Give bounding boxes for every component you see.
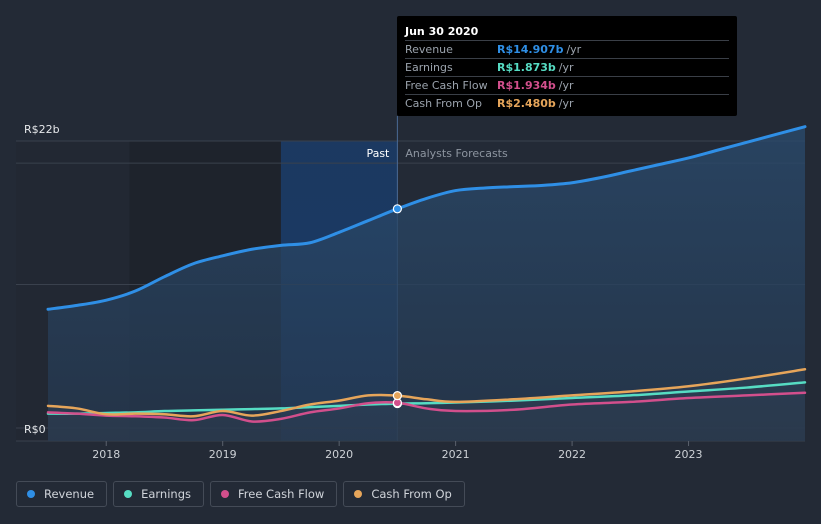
tooltip-row-earnings: Earnings R$1.873b /yr xyxy=(405,58,729,76)
tooltip-unit: /yr xyxy=(558,97,574,110)
y-axis-bottom-label: R$0 xyxy=(24,423,46,436)
tooltip-label: Earnings xyxy=(405,61,453,74)
free-cash-flow-dot-icon xyxy=(221,490,229,498)
legend-label: Free Cash Flow xyxy=(238,487,325,501)
tooltip-unit: /yr xyxy=(566,43,582,56)
cash-from-op-dot-icon xyxy=(354,490,363,498)
tooltip-label: Cash From Op xyxy=(405,97,483,110)
legend-label: Cash From Op xyxy=(371,487,452,501)
tooltip-row-free-cash-flow: Free Cash Flow R$1.934b /yr xyxy=(405,76,729,94)
tooltip-label: Free Cash Flow xyxy=(405,79,488,92)
legend-item-earnings[interactable]: Earnings xyxy=(113,481,204,507)
legend-item-cash-from-op[interactable]: Cash From Op xyxy=(343,481,465,507)
tooltip-date: Jun 30 2020 xyxy=(405,25,479,38)
revenue-dot-icon xyxy=(27,490,35,498)
legend: Revenue Earnings Free Cash Flow Cash Fro… xyxy=(16,481,465,507)
y-axis-top-label: R$22b xyxy=(24,123,60,136)
earnings-line xyxy=(46,381,807,415)
x-tick-label: 2021 xyxy=(442,448,470,461)
legend-label: Earnings xyxy=(141,487,191,501)
earnings-dot-icon xyxy=(124,490,133,498)
tooltip-value: R$1.873b xyxy=(497,61,556,74)
x-tick-label: 2023 xyxy=(675,448,703,461)
legend-item-revenue[interactable]: Revenue xyxy=(16,481,108,507)
x-tick-label: 2018 xyxy=(92,448,120,461)
tooltip-value: R$14.907b xyxy=(497,43,564,56)
x-tick-label: 2022 xyxy=(558,448,586,461)
tooltip-unit: /yr xyxy=(558,61,574,74)
cash-from-op-marker xyxy=(392,391,402,401)
free-cash-flow-line xyxy=(46,391,807,423)
cash-from-op-line xyxy=(46,368,807,418)
tooltip-unit: /yr xyxy=(558,79,574,92)
forecast-label: Analysts Forecasts xyxy=(405,147,508,160)
legend-label: Revenue xyxy=(44,487,95,501)
tooltip-row-cash-from-op: Cash From Op R$2.480b /yr xyxy=(405,94,729,112)
tooltip-value: R$1.934b xyxy=(497,79,556,92)
tooltip-label: Revenue xyxy=(405,43,453,56)
tooltip-value: R$2.480b xyxy=(497,97,556,110)
tooltip-row-revenue: Revenue R$14.907b /yr xyxy=(405,40,729,58)
revenue-marker xyxy=(392,204,402,214)
revenue-area xyxy=(48,126,805,442)
legend-item-free-cash-flow[interactable]: Free Cash Flow xyxy=(210,481,338,507)
past-label: Past xyxy=(366,147,390,160)
x-tick-label: 2020 xyxy=(325,448,353,461)
tooltip: Jun 30 2020 Revenue R$14.907b /yr Earnin… xyxy=(397,16,737,116)
x-tick-label: 2019 xyxy=(209,448,237,461)
revenue-line xyxy=(46,125,807,311)
